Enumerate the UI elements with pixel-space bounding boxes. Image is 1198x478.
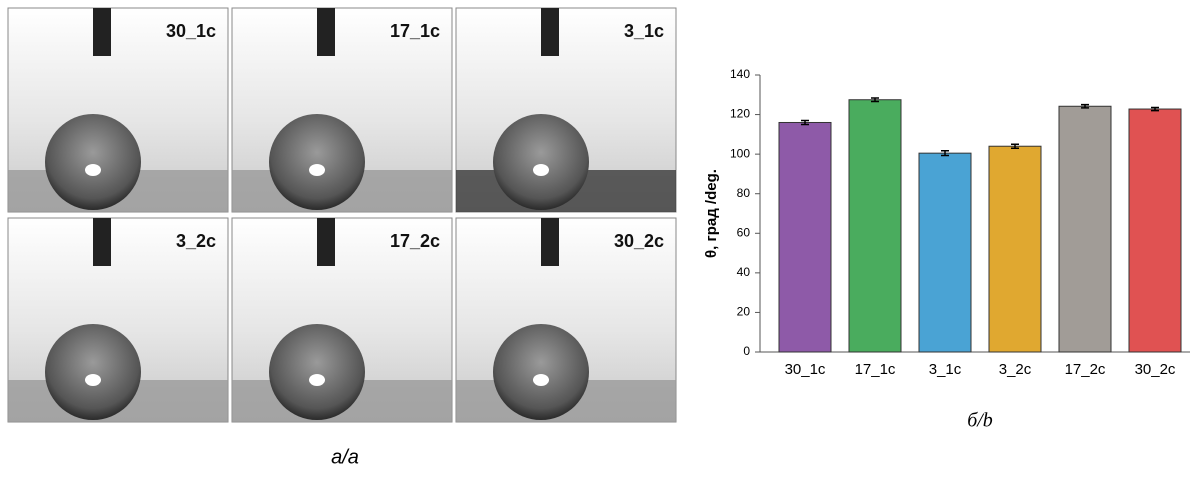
x-tick-label: 3_1c	[929, 361, 962, 378]
caption-a: а/a	[331, 446, 359, 468]
bar	[1129, 109, 1181, 352]
photo-label: 30_1c	[166, 21, 216, 41]
bar-chart: 0 20 40 60 80 100 120 140 θ, град /deg. 30_1c 17_1…	[703, 67, 1190, 378]
photo-label: 3_2c	[176, 231, 216, 251]
y-tick-label: 100	[730, 146, 750, 160]
bar	[919, 153, 971, 352]
droplet-highlight	[85, 164, 101, 176]
page: 30_1c 17_1c 3_1c 3_2c 17_2c 30_2c а/a 0 20 40 60…	[0, 0, 1198, 478]
photo-label: 17_2c	[390, 231, 440, 251]
y-axis-label: θ, град /deg.	[703, 169, 720, 258]
needle	[541, 8, 559, 56]
y-tick-label: 0	[743, 344, 750, 358]
droplet	[269, 114, 365, 210]
photo-grid: 30_1c 17_1c 3_1c 3_2c 17_2c 30_2c	[8, 8, 676, 422]
y-tick-label: 20	[737, 305, 751, 319]
droplet	[269, 324, 365, 420]
x-tick-label: 17_1c	[855, 361, 896, 378]
photo-panel: 30_2c	[456, 218, 676, 422]
needle	[317, 218, 335, 266]
bar	[779, 122, 831, 352]
photo-label: 3_1c	[624, 21, 664, 41]
needle	[93, 218, 111, 266]
needle	[93, 8, 111, 56]
droplet-highlight	[85, 374, 101, 386]
figure: 30_1c 17_1c 3_1c 3_2c 17_2c 30_2c а/a 0 20 40 60…	[0, 0, 1198, 473]
photo-panel: 30_1c	[8, 8, 228, 212]
bar	[989, 146, 1041, 352]
y-tick-label: 140	[730, 67, 750, 81]
caption-b: б/b	[967, 410, 993, 432]
droplet	[45, 114, 141, 210]
photo-panel: 17_2c	[232, 218, 452, 422]
photo-label: 30_2c	[614, 231, 664, 251]
droplet-highlight	[309, 374, 325, 386]
droplet-highlight	[533, 374, 549, 386]
needle	[541, 218, 559, 266]
y-tick-label: 120	[730, 107, 750, 121]
y-tick-label: 60	[737, 225, 751, 239]
droplet	[493, 114, 589, 210]
bar	[1059, 106, 1111, 352]
photo-panel: 3_1c	[456, 8, 676, 212]
photo-panel: 3_2c	[8, 218, 228, 422]
x-tick-label: 30_1c	[785, 361, 826, 378]
needle	[317, 8, 335, 56]
bar	[849, 100, 901, 352]
y-tick-label: 80	[737, 186, 751, 200]
droplet	[45, 324, 141, 420]
x-tick-label: 17_2c	[1065, 361, 1106, 378]
droplet-highlight	[309, 164, 325, 176]
photo-label: 17_1c	[390, 21, 440, 41]
y-tick-label: 40	[737, 265, 751, 279]
droplet-highlight	[533, 164, 549, 176]
x-tick-label: 3_2c	[999, 361, 1032, 378]
photo-panel: 17_1c	[232, 8, 452, 212]
x-tick-label: 30_2c	[1135, 361, 1176, 378]
droplet	[493, 324, 589, 420]
